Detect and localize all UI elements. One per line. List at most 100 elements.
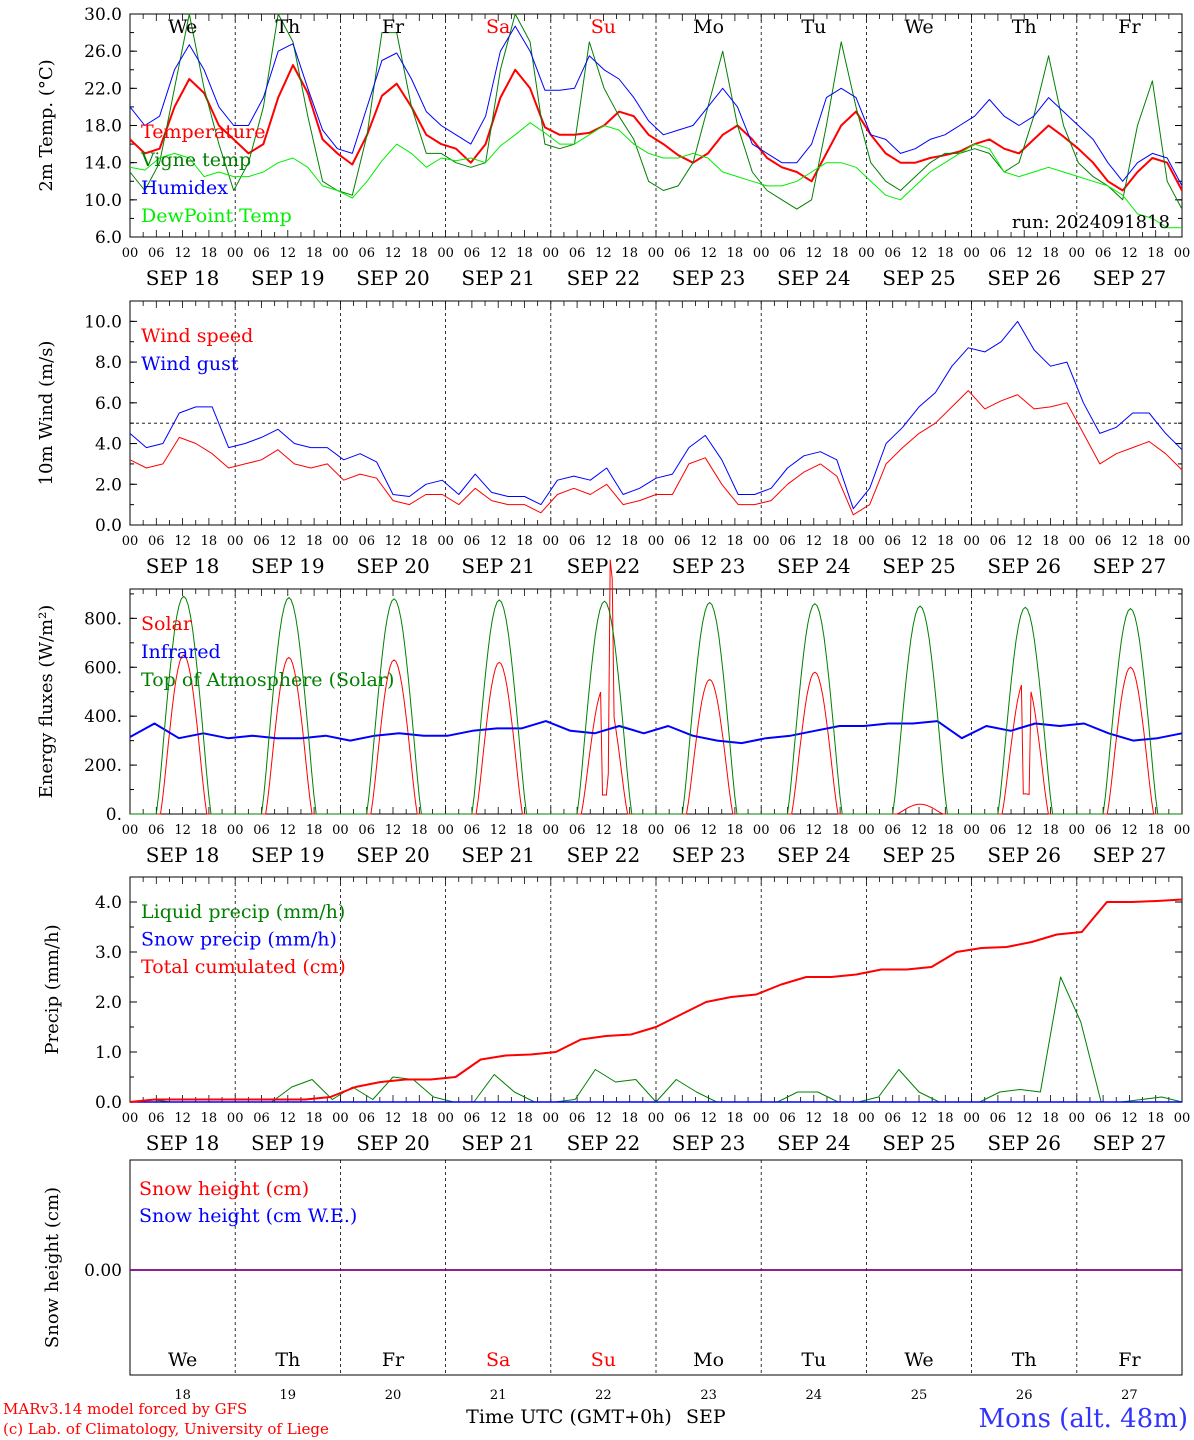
energy-frame <box>129 588 1183 815</box>
hour-tick-label: 18 <box>201 823 218 838</box>
y-tick-label: 0. <box>106 805 122 825</box>
hour-tick-label: 06 <box>779 1111 796 1126</box>
series-wind-gust <box>129 320 1183 510</box>
date-label: SEP 23 <box>672 843 746 867</box>
hour-tick-label: 06 <box>464 1111 481 1126</box>
day-number-label: 27 <box>1121 1388 1138 1403</box>
station-label: Mons (alt. 48m) <box>979 1404 1188 1434</box>
wind-y-axis-label: 10m Wind (m/s) <box>36 341 57 486</box>
hour-tick-label: 12 <box>1121 1111 1138 1126</box>
hour-tick-label: 12 <box>174 534 191 549</box>
hour-tick-label: 18 <box>621 1111 638 1126</box>
precip-y-axis-label: Precip (mm/h) <box>42 924 63 1054</box>
weekday-label: Mo <box>693 1349 724 1371</box>
footer: MARv3.14 model forced by GFS (c) Lab. of … <box>3 1400 1188 1438</box>
hour-tick-label: 00 <box>227 823 244 838</box>
hour-tick-label: 18 <box>1147 823 1164 838</box>
hour-tick-label: 18 <box>832 246 849 261</box>
hour-tick-label: 18 <box>937 823 954 838</box>
date-label: SEP 24 <box>777 1131 851 1155</box>
hour-tick-label: 00 <box>1174 246 1191 261</box>
date-label: SEP 20 <box>356 1131 430 1155</box>
date-label: SEP 23 <box>672 1131 746 1155</box>
temp-y-axis-label: 2m Temp. (°C) <box>36 59 57 191</box>
date-label: SEP 22 <box>567 266 641 290</box>
legend-entry: Temperature <box>141 121 265 143</box>
hour-tick-label: 12 <box>490 246 507 261</box>
weekday-label: Sa <box>486 1349 510 1371</box>
day-number-label: 20 <box>385 1388 402 1403</box>
hour-tick-label: 06 <box>464 823 481 838</box>
hour-tick-label: 18 <box>621 823 638 838</box>
hour-tick-label: 00 <box>122 823 139 838</box>
hour-tick-label: 00 <box>1174 823 1191 838</box>
hour-tick-label: 12 <box>806 1111 823 1126</box>
weekday-label: Th <box>1012 1349 1037 1371</box>
hour-tick-label: 12 <box>1121 823 1138 838</box>
hour-tick-label: 18 <box>832 534 849 549</box>
temp-panel: 6.0 10.0 14.0 18.0 22.0 26.0 30.0 2m Temp. (°C)… <box>36 5 1190 290</box>
legend-entry: Snow precip (mm/h) <box>141 929 337 951</box>
legend-entry: Wind gust <box>141 353 239 375</box>
hour-tick-label: 12 <box>1121 246 1138 261</box>
date-label: SEP 24 <box>777 554 851 578</box>
series-temperature <box>129 64 1183 192</box>
date-label: SEP 23 <box>672 266 746 290</box>
hour-tick-label: 00 <box>1069 823 1086 838</box>
hour-tick-label: 12 <box>385 246 402 261</box>
hour-tick-label: 06 <box>884 1111 901 1126</box>
day-number-label: 22 <box>595 1388 612 1403</box>
hour-tick-label: 12 <box>490 823 507 838</box>
hour-tick-label: 06 <box>569 1111 586 1126</box>
hour-tick-label: 12 <box>806 823 823 838</box>
hour-tick-label: 12 <box>700 246 717 261</box>
hour-tick-label: 12 <box>280 1111 297 1126</box>
hour-tick-label: 12 <box>174 1111 191 1126</box>
date-label: SEP 27 <box>1093 554 1167 578</box>
hour-tick-label: 00 <box>1069 534 1086 549</box>
date-label: SEP 22 <box>567 1131 641 1155</box>
hour-tick-label: 12 <box>806 246 823 261</box>
date-label: SEP 25 <box>882 843 956 867</box>
y-tick-label: 26.0 <box>84 42 122 62</box>
hour-tick-label: 18 <box>516 823 533 838</box>
hour-tick-label: 18 <box>937 534 954 549</box>
series-dewpoint-temp <box>129 122 1182 229</box>
date-label: SEP 18 <box>146 1131 220 1155</box>
hour-tick-label: 18 <box>411 823 428 838</box>
hour-tick-label: 00 <box>1069 246 1086 261</box>
y-tick-label: 6.0 <box>95 394 122 414</box>
hour-tick-label: 06 <box>253 1111 270 1126</box>
legend-entry: Humidex <box>141 177 228 199</box>
time-axis-title: Time UTC (GMT+0h) <box>466 1406 672 1428</box>
date-label: SEP 18 <box>146 843 220 867</box>
hour-tick-label: 00 <box>1069 1111 1086 1126</box>
hour-tick-label: 18 <box>201 246 218 261</box>
hour-tick-label: 12 <box>280 534 297 549</box>
hour-tick-label: 00 <box>332 246 349 261</box>
y-tick-label: 0.0 <box>95 1093 122 1113</box>
y-tick-label: 22.0 <box>84 79 122 99</box>
hour-tick-label: 00 <box>437 1111 454 1126</box>
date-label: SEP 26 <box>987 554 1061 578</box>
weekday-label: Tu <box>801 16 826 38</box>
hour-tick-label: 18 <box>516 1111 533 1126</box>
hour-tick-label: 18 <box>621 534 638 549</box>
date-label: SEP 21 <box>461 1131 535 1155</box>
day-number-label: 25 <box>911 1388 928 1403</box>
model-credit: MARv3.14 model forced by GFS <box>3 1400 247 1418</box>
hour-tick-label: 00 <box>648 1111 665 1126</box>
hour-tick-label: 18 <box>411 1111 428 1126</box>
hour-tick-label: 00 <box>227 246 244 261</box>
hour-tick-label: 00 <box>437 246 454 261</box>
hour-tick-label: 12 <box>174 246 191 261</box>
hour-tick-label: 06 <box>253 246 270 261</box>
hour-tick-label: 06 <box>569 534 586 549</box>
weekday-label: Su <box>591 16 616 38</box>
legend-entry: Snow height (cm W.E.) <box>139 1205 357 1227</box>
hour-tick-label: 12 <box>490 1111 507 1126</box>
hour-tick-label: 00 <box>227 1111 244 1126</box>
hour-tick-label: 00 <box>543 823 560 838</box>
weekday-label: We <box>168 1349 197 1371</box>
snow-panel: 0.00 Snow height (cm) Snow height (cm) Snow… <box>42 1159 1183 1403</box>
